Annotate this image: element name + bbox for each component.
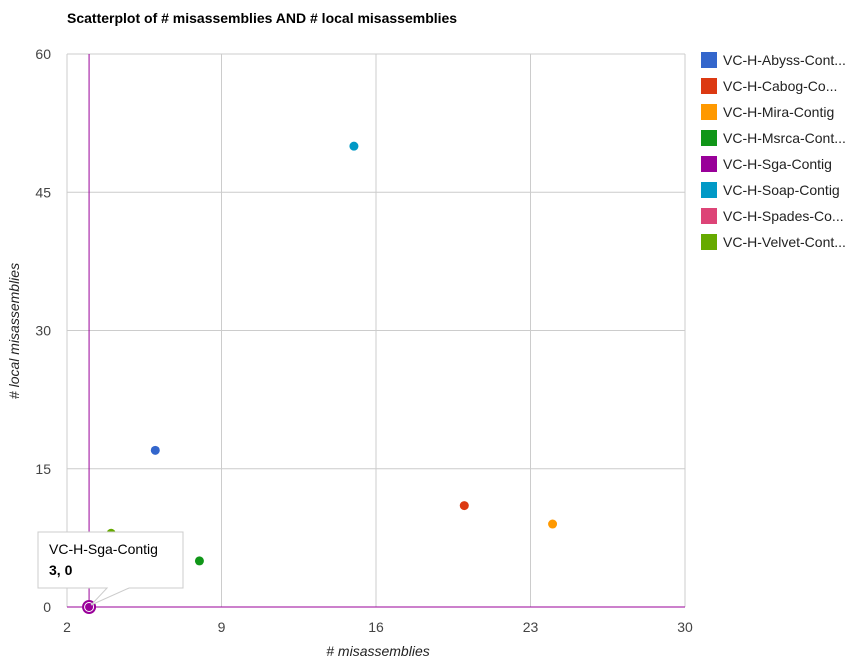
tooltip: VC-H-Sga-Contig 3, 0 (37, 531, 184, 606)
x-tick-label: 2 (63, 619, 71, 635)
legend-swatch (701, 234, 717, 250)
y-tick-labels: 0 15 30 45 60 (35, 46, 51, 615)
chart-title: Scatterplot of # misassemblies AND # loc… (67, 10, 457, 26)
y-tick-label: 45 (35, 184, 51, 200)
point-vc-h-soap-contig[interactable] (349, 141, 359, 151)
y-tick-label: 15 (35, 461, 51, 477)
point-vc-h-mira-contig[interactable] (548, 519, 558, 529)
legend-item[interactable]: VC-H-Msrca-Cont... (723, 130, 846, 146)
x-tick-label: 30 (677, 619, 693, 635)
legend-item[interactable]: VC-H-Velvet-Cont... (723, 234, 846, 250)
legend-item[interactable]: VC-H-Soap-Contig (723, 182, 840, 198)
tooltip-value: 3, 0 (49, 562, 73, 578)
legend-swatch (701, 52, 717, 68)
legend-item[interactable]: VC-H-Cabog-Co... (723, 78, 837, 94)
tooltip-box (37, 531, 184, 606)
legend-swatch (701, 156, 717, 172)
point-vc-h-msrca-cont[interactable] (194, 556, 204, 566)
x-tick-labels: 2 9 16 23 30 (63, 619, 693, 635)
legend-swatch (701, 104, 717, 120)
legend-swatch (701, 208, 717, 224)
y-tick-label: 0 (43, 599, 51, 615)
tooltip-series-name: VC-H-Sga-Contig (49, 541, 158, 557)
y-tick-label: 60 (35, 46, 51, 62)
legend-swatch (701, 78, 717, 94)
point-vc-h-cabog-co[interactable] (459, 501, 469, 511)
gridlines (66, 53, 686, 608)
y-axis-title: # local misassemblies (6, 263, 22, 399)
legend-swatch (701, 130, 717, 146)
legend-swatch (701, 182, 717, 198)
legend-item[interactable]: VC-H-Sga-Contig (723, 156, 832, 172)
x-tick-label: 16 (368, 619, 384, 635)
x-axis-title: # misassemblies (326, 643, 429, 659)
point-vc-h-abyss-cont[interactable] (150, 445, 160, 455)
x-tick-label: 9 (218, 619, 226, 635)
crosshair (67, 54, 685, 608)
legend-item[interactable]: VC-H-Abyss-Cont... (723, 52, 846, 68)
x-tick-label: 23 (523, 619, 539, 635)
y-tick-label: 30 (35, 323, 51, 339)
legend: VC-H-Abyss-Cont... VC-H-Cabog-Co... VC-H-M… (701, 52, 846, 250)
legend-item[interactable]: VC-H-Mira-Contig (723, 104, 834, 120)
legend-item[interactable]: VC-H-Spades-Co... (723, 208, 844, 224)
